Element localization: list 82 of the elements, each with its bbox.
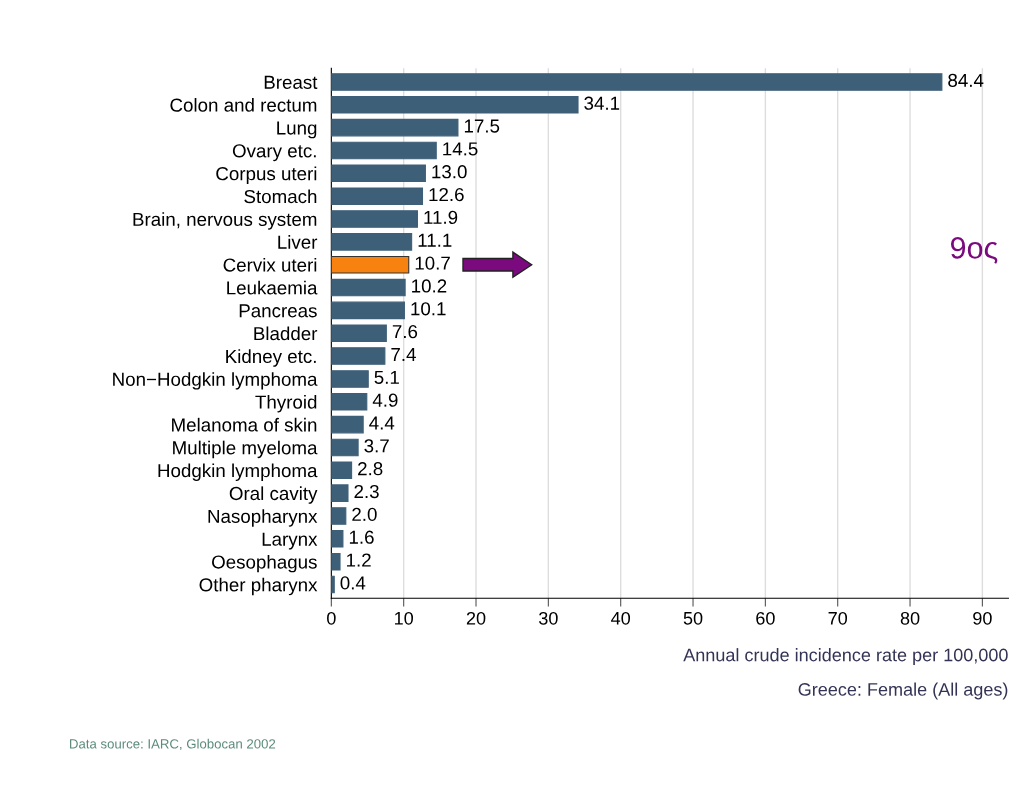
data-label: 11.9: [424, 210, 458, 225]
y-tick-label: Liver: [278, 235, 318, 249]
data-label: 84.4: [948, 73, 984, 87]
y-tick-label: Lung: [277, 121, 317, 139]
y-tick-label: Hodgkin lymphoma: [158, 463, 318, 481]
data-label: 4.9: [372, 393, 398, 407]
bar: [331, 278, 406, 297]
data-label: 10.1: [411, 302, 446, 316]
x-tick-label: 40: [611, 611, 631, 625]
data-label: 2.3: [354, 484, 379, 499]
x-tick-label: 70: [828, 611, 848, 625]
bar: [331, 96, 579, 114]
data-label: 12.6: [429, 187, 464, 202]
bar: [331, 484, 349, 502]
data-label: 13.0: [432, 165, 467, 179]
data-label: 7.4: [391, 348, 416, 361]
y-tick-label: Oesophagus: [212, 554, 317, 573]
bar: [331, 210, 418, 228]
data-label: 1.6: [349, 530, 374, 544]
x-tick-label: 10: [395, 611, 414, 625]
bar: [331, 301, 405, 320]
data-label: 10.7: [415, 256, 450, 270]
y-tick-label: Ovary etc.: [232, 144, 316, 162]
y-tick-label: Corpus uteri: [216, 166, 317, 185]
y-tick-label: Larynx: [262, 532, 318, 550]
bar: [331, 118, 459, 137]
data-label: 2.8: [358, 462, 383, 476]
bar: [331, 187, 424, 205]
bar: [331, 392, 368, 411]
x-tick-label: 80: [900, 611, 920, 625]
bar: [331, 164, 426, 183]
bar: [331, 530, 344, 548]
x-tick-label: 20: [466, 611, 486, 625]
y-tick-label: Kidney etc.: [226, 349, 316, 367]
bar: [331, 552, 341, 571]
y-tick-label: Oral cavity: [229, 486, 318, 504]
data-label: 5.1: [374, 370, 399, 384]
x-tick-label: 30: [539, 611, 558, 625]
y-tick-label: Breast: [264, 75, 318, 89]
bar: [331, 347, 386, 365]
bar: [331, 255, 410, 274]
bar: [331, 141, 437, 160]
y-tick-label: Leukaemia: [227, 280, 318, 295]
bar: [331, 415, 364, 434]
y-tick-label: Melanoma of skin: [172, 417, 317, 432]
bar: [331, 370, 369, 388]
y-tick-label: Other pharynx: [199, 577, 318, 596]
x-axis-title: Annual crude incidence rate per 100,000: [683, 648, 1008, 665]
bar: [331, 73, 943, 91]
data-label: 7.6: [392, 325, 418, 339]
x-tick-label: 0: [327, 611, 336, 625]
bar: [331, 438, 359, 457]
data-label: 17.5: [464, 119, 500, 133]
y-tick-label: Nasopharynx: [208, 509, 318, 527]
x-tick-label: 90: [973, 611, 992, 625]
y-tick-label: Stomach: [244, 189, 317, 204]
data-label: 14.5: [443, 142, 478, 156]
data-label: 34.1: [584, 96, 620, 110]
annotation: 9ος: [950, 237, 998, 264]
x-tick-label: 50: [683, 611, 703, 625]
y-tick-label: Colon and rectum: [170, 98, 317, 112]
data-label: 3.7: [364, 439, 389, 453]
y-tick-label: Pancreas: [239, 304, 317, 318]
data-label: 11.1: [418, 233, 452, 247]
text: Greece: Female (All ages): [798, 682, 1008, 700]
y-tick-label: Cervix uteri: [223, 257, 317, 272]
y-tick-label: Multiple myeloma: [173, 440, 318, 459]
data-label: 10.2: [412, 279, 447, 293]
data-label: 0.4: [340, 576, 366, 590]
bar: [331, 324, 387, 343]
y-tick-label: Brain, nervous system: [133, 212, 317, 230]
bar: [331, 507, 347, 525]
x-tick-label: 60: [756, 611, 775, 625]
y-tick-label: Bladder: [254, 326, 318, 341]
data-label: 4.4: [369, 416, 395, 430]
source-note: Data source: IARC, Globocan 2002: [70, 738, 276, 751]
y-tick-label: Non−Hodgkin lymphoma: [113, 372, 318, 390]
data-label: 2.0: [352, 507, 377, 522]
bar: [331, 461, 353, 480]
data-label: 1.2: [347, 553, 371, 567]
bar: [331, 233, 413, 251]
y-tick-label: Thyroid: [255, 394, 317, 413]
